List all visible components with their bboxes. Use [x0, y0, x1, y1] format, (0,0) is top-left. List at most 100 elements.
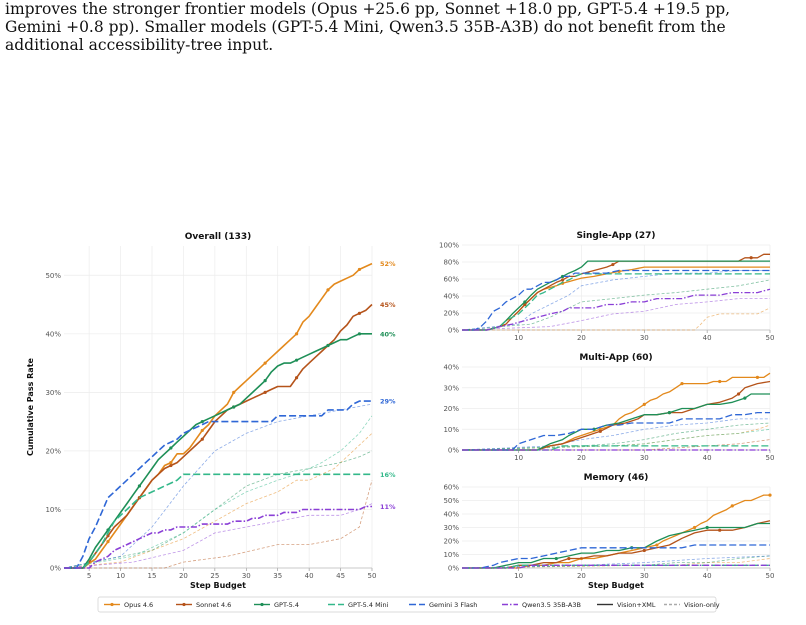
y-tick-label: 30%	[443, 384, 459, 392]
series-marker	[680, 382, 684, 386]
series-line-gemini-3-flash	[64, 400, 372, 569]
series-line-opus-4-6	[462, 494, 770, 569]
series-marker	[137, 484, 142, 488]
series-marker	[655, 543, 659, 547]
x-tick-label: 10	[514, 572, 523, 580]
series-marker	[357, 311, 362, 315]
x-tick-label: 30	[640, 334, 649, 342]
series-line-gemini-3-flash	[462, 269, 770, 331]
y-tick-label: 20%	[443, 538, 459, 546]
series-marker	[560, 274, 565, 279]
series-line-sonnet-4-6	[462, 380, 771, 451]
series-line-opus-4-6	[64, 262, 373, 569]
legend-label: GPT-5.4	[274, 601, 299, 609]
series-marker	[357, 332, 362, 336]
series-line-gpt-5-4	[462, 393, 770, 451]
x-tick-label: 30	[242, 572, 251, 580]
series-marker	[692, 525, 697, 530]
y-tick-label: 40%	[443, 364, 459, 372]
y-tick-label: 50%	[443, 497, 459, 505]
legend-marker	[110, 602, 114, 607]
x-tick-label: 20	[179, 572, 188, 580]
chart-panel-multi-app: 0% 10% 20% 30% 40% 10 20 30 40 50 Multi-App (60)	[443, 353, 774, 462]
series-marker	[326, 343, 330, 348]
series-line-qwen3-5-35b-a3b	[63, 503, 373, 569]
end-value-label: 52%	[380, 260, 396, 268]
legend: Opus 4.6 Sonnet 4.6 GPT-5.4 GPT-5.4 Mini Gem…	[97, 596, 720, 613]
figure-caption: improves the stronger frontier models (O…	[5, 0, 805, 54]
x-tick-label: 10	[514, 454, 523, 462]
series-marker	[294, 358, 299, 362]
x-tick-label: 10	[116, 572, 125, 580]
panel-title: Memory (46)	[584, 473, 649, 483]
series-line-opus-4-6	[462, 266, 770, 331]
y-tick-label: 0%	[448, 565, 459, 573]
series-line-gpt-5-4	[64, 332, 372, 569]
x-tick-label: 20	[577, 572, 586, 580]
caption-line: additional accessibility-tree input.	[5, 36, 274, 54]
series-marker	[169, 446, 173, 450]
x-tick-label: 50	[766, 334, 775, 342]
series-marker	[200, 420, 204, 424]
series-line-gpt-5-4-mini	[64, 473, 372, 569]
x-tick-label: 40	[703, 454, 712, 462]
series-marker	[357, 267, 362, 272]
x-tick-label: 40	[703, 334, 712, 342]
series-line-opus-4-6	[462, 372, 771, 451]
y-tick-label: 10%	[443, 426, 459, 434]
x-tick-label: 20	[577, 334, 586, 342]
x-tick-label: 5	[87, 572, 91, 580]
series-line-gpt-5-4	[63, 450, 373, 569]
series-marker	[730, 504, 734, 508]
legend-label: Opus 4.6	[124, 601, 153, 609]
x-tick-label: 30	[640, 454, 649, 462]
chart-panel-memory: 0% 10% 20% 30% 40% 50% 60% 10 20 30 40 50 Memory (46…	[443, 473, 774, 590]
chart-panel-single-app: 0% 20% 40% 60% 80% 100% 10 20 30 40 50 Single-App (…	[439, 231, 774, 342]
series-marker	[567, 556, 571, 561]
series-marker	[718, 528, 722, 532]
caption-line: improves the stronger frontier models (O…	[5, 0, 731, 18]
end-value-label: 29%	[380, 398, 396, 406]
series-line-gpt-5-4-mini	[63, 415, 373, 569]
series-marker	[718, 379, 722, 384]
series-marker	[169, 461, 173, 465]
y-tick-label: 30%	[45, 389, 61, 397]
series-line-gpt-5-4	[461, 422, 771, 451]
series-marker	[263, 361, 267, 365]
series-marker	[200, 437, 204, 441]
y-tick-label: 60%	[443, 484, 459, 492]
series-line-sonnet-4-6	[462, 253, 770, 331]
end-value-label: 40%	[380, 330, 396, 338]
panel-title: Multi-App (60)	[579, 353, 652, 363]
series-line-gpt-5-4	[462, 522, 770, 569]
x-tick-label: 20	[577, 454, 586, 462]
y-tick-label: 0%	[50, 565, 61, 573]
series-marker	[263, 379, 267, 383]
series-marker	[523, 302, 527, 307]
chart-panel-overall: 0% 10% 20% 30% 40% 50% 5 10 15 20 25 30 35 40 45 50 Over…	[26, 232, 396, 590]
x-tick-label: 10	[514, 334, 523, 342]
x-tick-label: 35	[273, 572, 282, 580]
series-line-qwen3-5-35b-a3b	[462, 564, 770, 569]
y-tick-label: 0%	[448, 447, 459, 455]
x-tick-label: 50	[368, 572, 377, 580]
series-line-gpt-5-4	[461, 279, 771, 331]
y-tick-label: 40%	[443, 511, 459, 519]
legend-label: Gemini 3 Flash	[429, 601, 477, 609]
series-line-sonnet-4-6	[64, 480, 373, 569]
series-line-gemini-3-flash	[462, 544, 770, 569]
series-marker	[523, 300, 527, 304]
series-marker	[294, 332, 299, 336]
x-tick-label: 40	[703, 572, 712, 580]
series-marker	[705, 525, 709, 530]
legend-marker	[260, 602, 264, 607]
x-axis-label: Step Budget	[190, 581, 246, 590]
series-line-sonnet-4-6	[462, 520, 771, 569]
x-axis-label: Step Budget	[588, 581, 644, 590]
series-marker	[232, 390, 236, 394]
x-tick-label: 50	[766, 454, 775, 462]
x-tick-label: 45	[336, 572, 345, 580]
end-value-label: 16%	[380, 471, 396, 479]
series-line-gemini-3-flash	[63, 403, 373, 569]
